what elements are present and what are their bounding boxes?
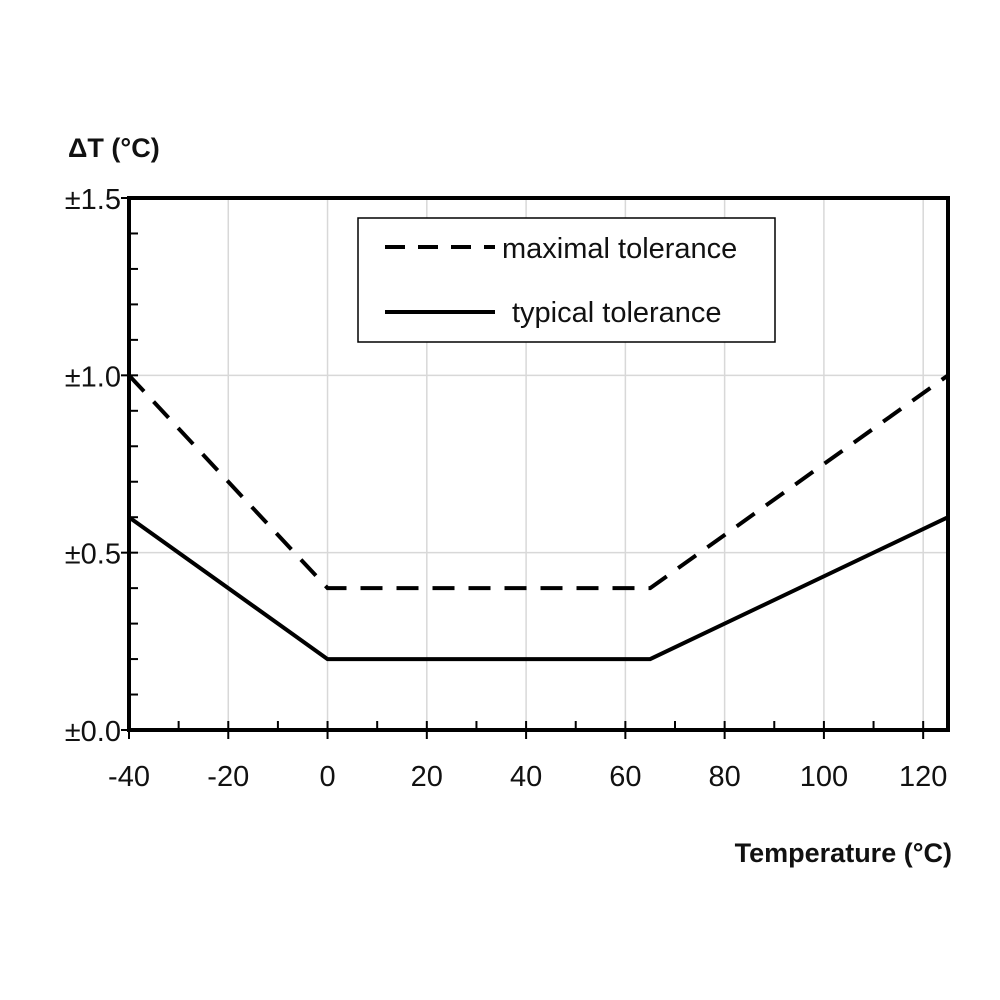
y-tick-label: ±0.5 [65, 539, 121, 571]
series-line-maximal [127, 373, 950, 591]
tick-labels: -40 -20 0 20 40 60 80 100 120 ±0.0 ±0.5 ±1.0 ±1.5 [65, 184, 948, 793]
x-tick-label: -20 [207, 761, 249, 793]
x-tick-label: 100 [800, 761, 848, 793]
x-tick-label: 20 [411, 761, 443, 793]
legend-label-maximal: maximal tolerance [502, 233, 737, 265]
legend-label-typical: typical tolerance [512, 297, 722, 329]
x-tick-label: 80 [709, 761, 741, 793]
legend: maximal tolerance typical tolerance [357, 217, 776, 343]
x-tick-label: 120 [899, 761, 947, 793]
x-axis-label: Temperature (°C) [735, 838, 952, 868]
plot-frame [127, 196, 950, 732]
y-tick-label: ±1.0 [65, 361, 121, 393]
x-tick-label: -40 [108, 761, 150, 793]
y-tick-label: ±0.0 [65, 716, 121, 748]
y-axis-label: ΔT (°C) [68, 133, 160, 163]
x-tick-label: 60 [609, 761, 641, 793]
series-lines [127, 373, 950, 662]
legend-box [357, 217, 776, 343]
series-line-typical [127, 515, 949, 662]
y-tick-label: ±1.5 [65, 184, 121, 216]
x-tick-label: 0 [319, 761, 335, 793]
x-tick-label: 40 [510, 761, 542, 793]
